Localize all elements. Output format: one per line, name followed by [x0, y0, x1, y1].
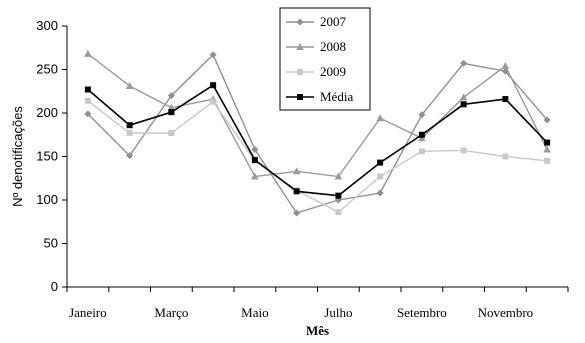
data-point: [293, 209, 301, 217]
data-point: [543, 116, 551, 124]
data-point: [418, 148, 425, 155]
data-point: [377, 159, 384, 166]
x-tick-label: Maio: [241, 305, 268, 320]
series-line: [87, 53, 548, 178]
data-point: [335, 192, 342, 199]
data-point: [125, 82, 134, 90]
data-point: [167, 103, 176, 111]
data-point: [296, 18, 304, 26]
data-point: [460, 147, 467, 154]
data-point: [168, 130, 175, 137]
data-point: [376, 114, 384, 122]
series-line: [87, 53, 548, 214]
data-point: [167, 92, 175, 100]
legend-box: [279, 7, 371, 111]
data-point: [501, 62, 510, 70]
legend-label: 2008: [320, 39, 346, 54]
y-ticks: 0 50 100 150 200 250 300: [36, 18, 67, 294]
data-point: [502, 153, 509, 160]
y-tick-label: 300: [36, 18, 58, 33]
data-point: [251, 172, 259, 180]
data-point: [126, 122, 133, 129]
data-point: [418, 131, 425, 138]
data-point: [460, 59, 468, 67]
series-line: [87, 84, 548, 197]
x-tick-label: Julho: [324, 305, 352, 320]
data-point: [502, 96, 509, 103]
series-line: [87, 100, 548, 214]
data-point: [459, 93, 468, 101]
data-point: [544, 139, 551, 146]
data-point: [376, 189, 384, 197]
data-point: [543, 145, 551, 153]
data-point: [297, 94, 303, 100]
legend-items: 2007 2008 2009 Média: [286, 14, 353, 104]
x-tick-label: Setembro: [397, 305, 447, 320]
series-2008: [84, 49, 551, 180]
data-point: [251, 146, 259, 154]
data-point: [544, 157, 551, 164]
y-axis-title: Nº denotificações: [10, 106, 25, 207]
data-point: [126, 130, 133, 137]
legend-item: 2009: [286, 64, 346, 79]
legend: 2007 2008 2009 Média: [279, 7, 371, 111]
series-2009: [84, 97, 551, 216]
legend-item: Média: [286, 89, 353, 104]
data-point: [84, 97, 91, 104]
data-point: [418, 111, 426, 119]
data-point: [210, 82, 217, 89]
x-ticks: Janeiro Março Maio Julho Setembro Novembro: [66, 287, 569, 320]
data-point: [296, 43, 304, 50]
legend-label: Média: [320, 89, 353, 104]
legend-item: 2007: [286, 14, 347, 29]
legend-label: 2007: [320, 14, 347, 29]
x-tick-label: Novembro: [478, 305, 534, 320]
data-point: [335, 209, 342, 216]
data-point: [84, 86, 91, 93]
legend-item: 2008: [286, 39, 346, 54]
series-layer: [84, 49, 551, 217]
data-point: [293, 188, 300, 195]
x-tick-label: Março: [154, 305, 188, 320]
data-point: [292, 167, 301, 175]
y-tick-label: 200: [36, 105, 58, 120]
x-axis-title: Mês: [306, 323, 329, 338]
data-point: [84, 49, 92, 57]
y-tick-label: 250: [36, 62, 58, 77]
data-point: [377, 173, 384, 180]
plot-area: 0 50 100 150 200 250 300 Janeiro Março Maio Julho…: [36, 18, 569, 320]
data-point: [84, 110, 92, 118]
y-tick-label: 0: [51, 279, 58, 294]
legend-label: 2009: [320, 64, 346, 79]
data-point: [251, 156, 258, 163]
data-point: [168, 109, 175, 116]
data-point: [126, 152, 134, 160]
data-point: [297, 69, 303, 75]
y-tick-label: 100: [36, 192, 58, 207]
y-tick-label: 150: [36, 149, 58, 164]
data-point: [210, 98, 217, 105]
y-tick-label: 50: [44, 236, 58, 251]
data-point: [460, 101, 467, 108]
data-point: [334, 172, 343, 180]
data-point: [209, 51, 217, 59]
series-m-dia: [84, 82, 551, 199]
x-tick-label: Janeiro: [69, 305, 107, 320]
